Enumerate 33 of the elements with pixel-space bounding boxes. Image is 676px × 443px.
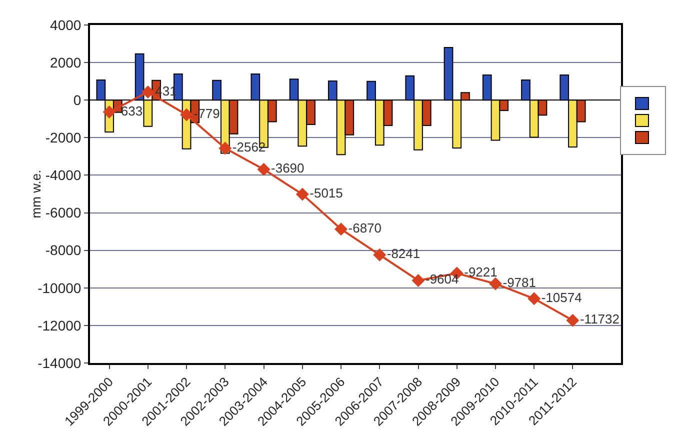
data-label: -3690 — [271, 160, 304, 176]
data-label: -10574 — [541, 290, 582, 305]
point — [180, 108, 194, 122]
point — [373, 248, 386, 262]
point — [528, 292, 541, 306]
point — [412, 274, 425, 287]
y-tick-label: -2000 — [45, 130, 82, 146]
y-tick-label: 0 — [73, 92, 82, 108]
y-tick-label: -14000 — [38, 354, 82, 371]
point — [257, 162, 270, 176]
y-tick-label: -6000 — [45, 204, 82, 221]
point — [566, 314, 580, 327]
point — [296, 188, 309, 201]
y-axis-title: mm w.e. — [28, 170, 44, 218]
data-label: -9221 — [464, 264, 498, 280]
point — [102, 106, 116, 118]
data-label: -9781 — [502, 275, 536, 290]
y-tick-label: -12000 — [38, 317, 82, 334]
data-label: -11732 — [580, 312, 620, 327]
data-label: -2562 — [232, 139, 266, 154]
data-label: -8241 — [386, 246, 420, 262]
data-label: -5015 — [310, 186, 343, 201]
point — [218, 142, 232, 155]
y-tick-label: 4000 — [50, 16, 82, 33]
data-label: -633 — [116, 103, 143, 118]
y-tick-label: 2000 — [50, 54, 82, 70]
point — [334, 222, 348, 236]
y-tick-label: -4000 — [45, 167, 82, 184]
data-label: -6870 — [348, 220, 382, 236]
point — [141, 86, 154, 99]
point — [488, 277, 502, 290]
y-tick-label: -10000 — [38, 280, 82, 296]
y-tick-label: -8000 — [45, 242, 82, 258]
